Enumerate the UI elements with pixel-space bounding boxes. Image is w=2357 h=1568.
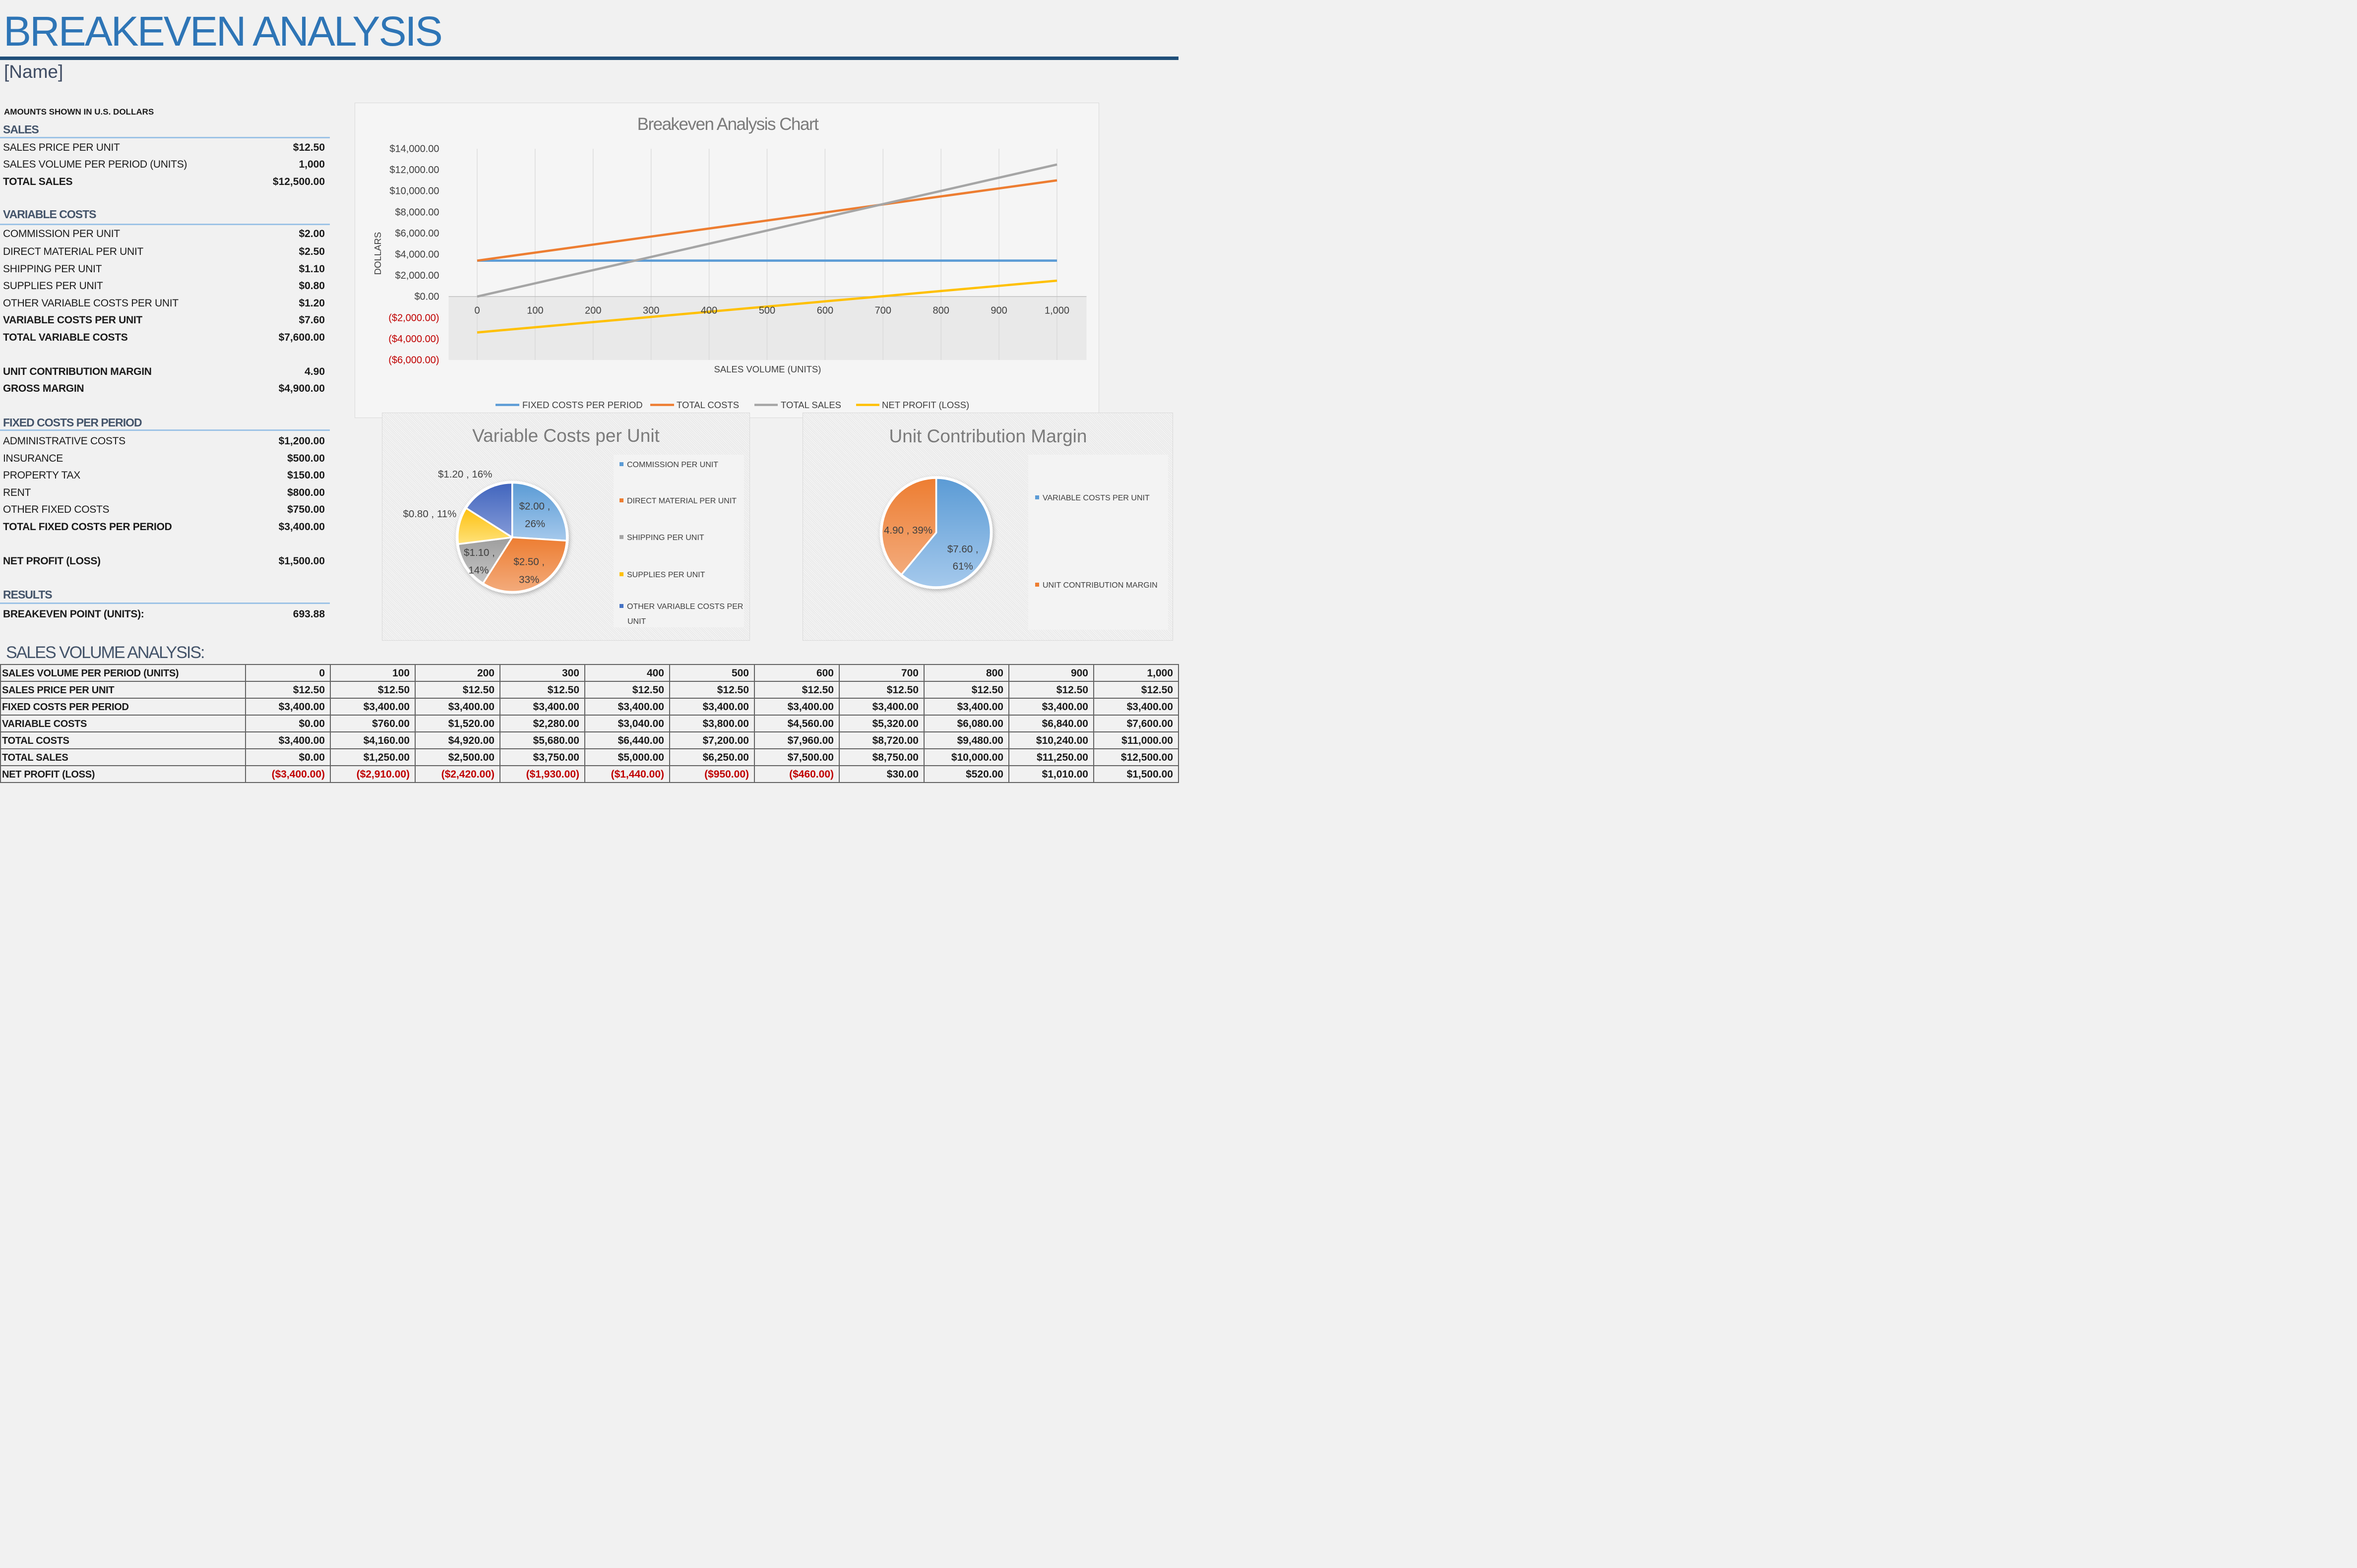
svg-text:900: 900 bbox=[991, 305, 1007, 316]
svg-text:400: 400 bbox=[701, 305, 717, 316]
svg-text:700: 700 bbox=[875, 305, 891, 316]
svg-text:DOLLARS: DOLLARS bbox=[372, 232, 383, 275]
svg-text:TOTAL COSTS: TOTAL COSTS bbox=[677, 400, 739, 410]
svg-text:4.90 , 39%: 4.90 , 39% bbox=[884, 525, 932, 536]
svg-text:$1.20 , 16%: $1.20 , 16% bbox=[438, 469, 492, 480]
svg-text:($4,000.00): ($4,000.00) bbox=[388, 334, 439, 345]
svg-text:800: 800 bbox=[933, 305, 949, 316]
svg-text:33%: 33% bbox=[519, 574, 539, 585]
svg-text:Variable Costs per Unit: Variable Costs per Unit bbox=[472, 425, 660, 446]
svg-text:0: 0 bbox=[474, 305, 480, 316]
svg-text:Breakeven Analysis Chart: Breakeven Analysis Chart bbox=[637, 115, 819, 134]
svg-text:1,000: 1,000 bbox=[1045, 305, 1069, 316]
svg-text:SALES VOLUME (UNITS): SALES VOLUME (UNITS) bbox=[714, 364, 821, 374]
svg-text:$1.10 ,: $1.10 , bbox=[464, 547, 495, 558]
svg-text:500: 500 bbox=[759, 305, 775, 316]
svg-text:100: 100 bbox=[527, 305, 543, 316]
svg-text:61%: 61% bbox=[953, 561, 973, 572]
svg-text:14%: 14% bbox=[468, 565, 489, 576]
svg-text:($6,000.00): ($6,000.00) bbox=[388, 355, 439, 366]
svg-text:26%: 26% bbox=[525, 518, 545, 530]
svg-text:$6,000.00: $6,000.00 bbox=[395, 228, 439, 239]
svg-text:$7.60 ,: $7.60 , bbox=[947, 543, 979, 555]
svg-text:$14,000.00: $14,000.00 bbox=[389, 144, 439, 155]
svg-text:($2,000.00): ($2,000.00) bbox=[388, 312, 439, 323]
svg-text:NET PROFIT (LOSS): NET PROFIT (LOSS) bbox=[882, 400, 969, 410]
svg-text:200: 200 bbox=[585, 305, 601, 316]
svg-text:Unit Contribution Margin: Unit Contribution Margin bbox=[889, 426, 1087, 446]
svg-text:$2.00 ,: $2.00 , bbox=[519, 501, 551, 512]
svg-text:$0.80 , 11%: $0.80 , 11% bbox=[403, 508, 456, 520]
svg-text:$12,000.00: $12,000.00 bbox=[389, 165, 439, 176]
svg-text:$4,000.00: $4,000.00 bbox=[395, 249, 439, 260]
svg-text:$10,000.00: $10,000.00 bbox=[389, 186, 439, 197]
svg-text:TOTAL SALES: TOTAL SALES bbox=[781, 400, 841, 410]
svg-text:300: 300 bbox=[643, 305, 659, 316]
svg-text:$0.00: $0.00 bbox=[414, 292, 439, 302]
svg-text:600: 600 bbox=[817, 305, 833, 316]
svg-text:FIXED COSTS PER PERIOD: FIXED COSTS PER PERIOD bbox=[522, 400, 643, 410]
svg-text:$2,000.00: $2,000.00 bbox=[395, 270, 439, 281]
svg-text:$8,000.00: $8,000.00 bbox=[395, 207, 439, 218]
svg-text:$2.50 ,: $2.50 , bbox=[513, 556, 545, 568]
